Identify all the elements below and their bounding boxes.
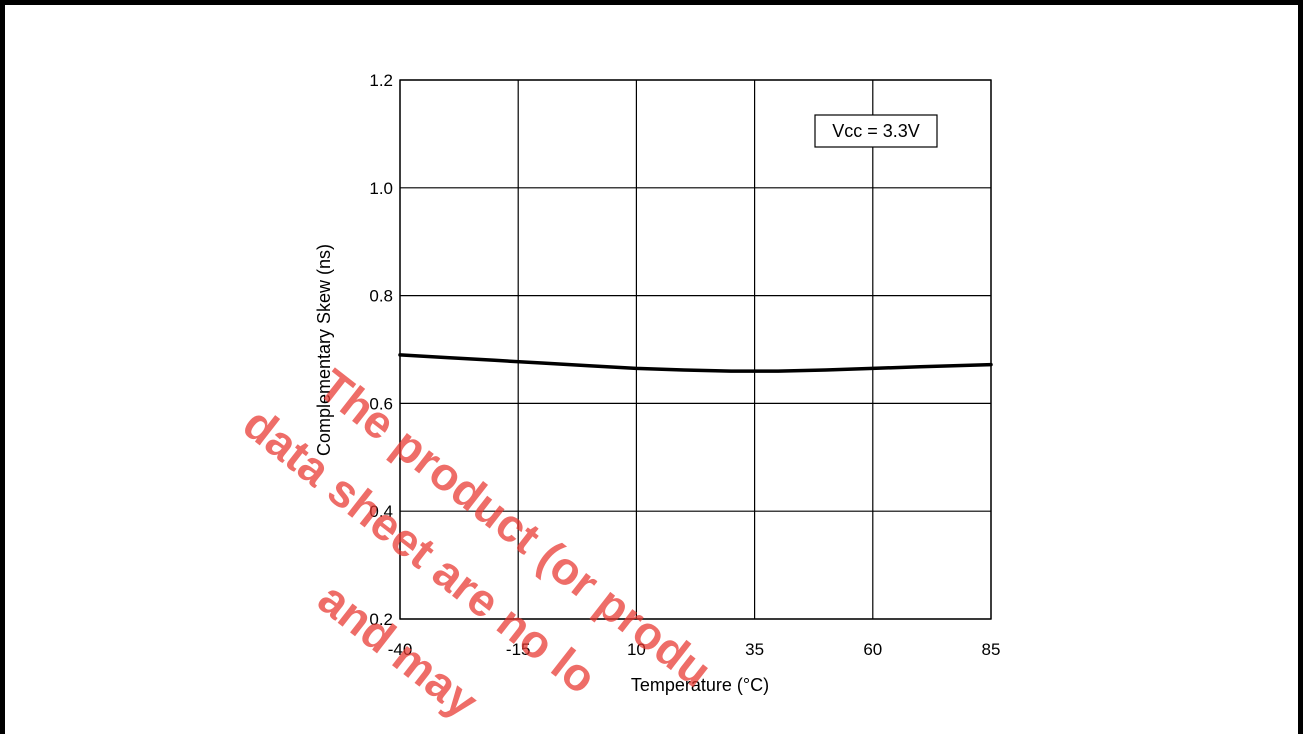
x-tick-label-0: -40: [388, 640, 413, 659]
x-tick-label-2: 10: [627, 640, 646, 659]
x-axis-label: Temperature (°C): [631, 675, 769, 695]
plot-area-border: [399, 79, 992, 620]
y-tick-label-3: 0.8: [369, 287, 393, 306]
series: [398, 353, 993, 373]
x-tick-label-3: 35: [745, 640, 764, 659]
x-tick-label-4: 60: [863, 640, 882, 659]
series-line-0: [398, 353, 993, 373]
watermark: The product (or produ data sheet are no …: [234, 359, 722, 728]
y-tick-label-4: 1.0: [369, 179, 393, 198]
annotation-text: Vcc = 3.3V: [832, 121, 920, 141]
y-tick-label-0: 0.2: [369, 610, 393, 629]
grid: [399, 79, 992, 620]
x-tick-label-1: -15: [506, 640, 531, 659]
x-tick-label-5: 85: [982, 640, 1001, 659]
y-tick-label-1: 0.4: [369, 502, 393, 521]
y-tick-label-5: 1.2: [369, 71, 393, 90]
y-axis-label: Complementary Skew (ns): [314, 244, 334, 456]
tick-labels: -40 -15 10 35 60 85 0.2 0.4 0.6 0.8 1.0 1.2: [369, 71, 1000, 659]
annotation-border: [814, 114, 938, 148]
annotation-box: Vcc = 3.3V: [814, 114, 938, 148]
y-tick-label-2: 0.6: [369, 394, 393, 413]
